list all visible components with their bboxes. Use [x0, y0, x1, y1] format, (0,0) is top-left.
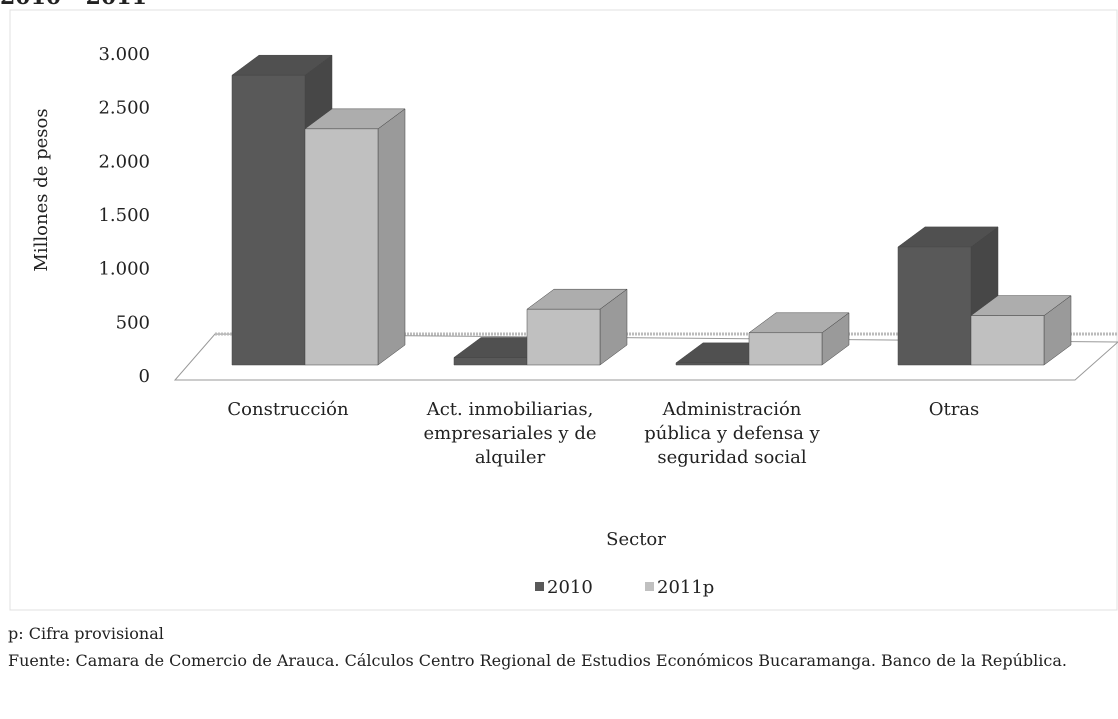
bar-front — [970, 315, 1045, 366]
bar-side — [377, 108, 406, 366]
floor — [173, 333, 1118, 381]
legend-label: 2011p — [657, 577, 714, 598]
y-tick-label: 1.500 — [98, 205, 150, 226]
y-tick-label: 2.000 — [98, 151, 150, 172]
bar-front — [231, 74, 306, 366]
y-tick-label: 0 — [139, 366, 150, 387]
bar-front — [453, 357, 528, 366]
chart-title: 2010 - 2011 — [0, 0, 147, 10]
bar — [526, 288, 628, 366]
x-tick-label: Construcción — [227, 399, 349, 420]
x-tick-label: Otras — [928, 399, 980, 420]
legend-swatch — [535, 582, 544, 591]
y-axis-label: Millones de pesos — [31, 108, 52, 271]
bar-front — [748, 332, 823, 366]
x-axis-label: Sector — [606, 529, 666, 550]
chart-border — [9, 9, 1118, 611]
bar-front — [304, 128, 379, 366]
y-tick-label: 2.500 — [98, 98, 150, 119]
x-tick-label: Administración pública y defensa y segur… — [644, 399, 820, 468]
bar-front — [675, 362, 750, 366]
note: p: Cifra provisional — [8, 624, 164, 643]
bar — [748, 312, 850, 366]
bar-front — [526, 308, 601, 366]
y-tick-label: 1.000 — [98, 259, 150, 280]
bar — [970, 295, 1072, 366]
source: Fuente: Camara de Comercio de Arauca. Cá… — [8, 651, 1067, 670]
bar-front — [897, 246, 972, 366]
chart: 2010 - 2011 Millones de pesos Sector 0 50… — [0, 0, 1118, 611]
x-tick-label: Act. inmobiliarias, empresariales y de a… — [423, 399, 597, 468]
y-tick-label: 500 — [116, 312, 150, 333]
legend-swatch — [645, 582, 654, 591]
legend-label: 2010 — [547, 577, 593, 598]
y-tick-label: 3.000 — [98, 44, 150, 65]
bar — [304, 108, 406, 366]
